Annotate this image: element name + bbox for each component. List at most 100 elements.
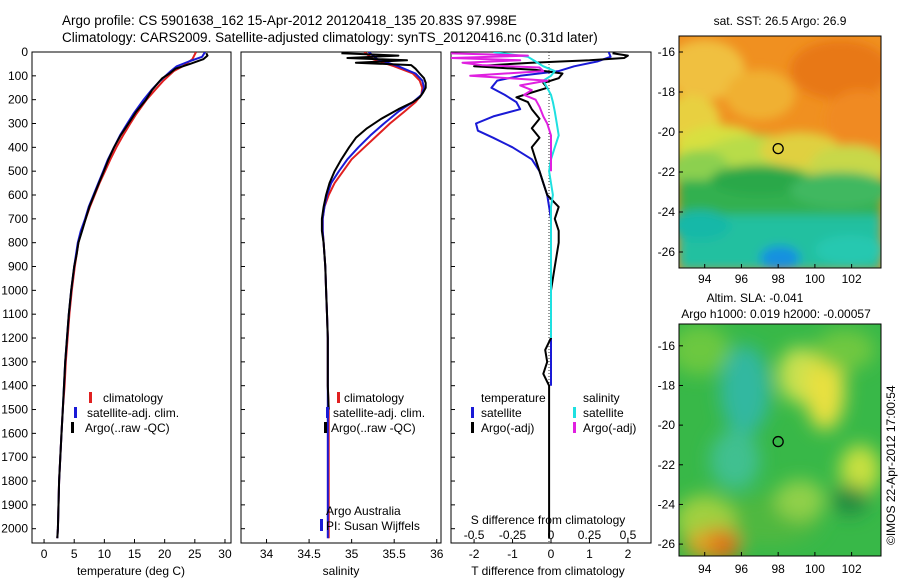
sst-map-field <box>679 36 881 268</box>
series-line-argo-adj- <box>451 52 552 172</box>
map-y-tick-label: -18 <box>658 85 676 99</box>
map-y-tick-label: -16 <box>658 45 676 59</box>
x-tick-label: -1 <box>507 547 518 561</box>
map-x-tick-label: 98 <box>771 562 785 576</box>
map-x-tick-label: 102 <box>842 272 862 286</box>
x-tick-label: 15 <box>128 547 142 561</box>
temperature-x-axis: 0 5 10 15 20 25 30 <box>41 539 232 561</box>
series-line-satellite <box>475 52 612 386</box>
legend-swatch-satellite <box>326 407 329 418</box>
depth-tick-label: 600 <box>8 188 28 202</box>
depth-tick-label: 1200 <box>1 331 28 345</box>
map-y-tick-label: -22 <box>658 165 676 179</box>
legend-swatch-sal-satellite <box>573 407 576 418</box>
legend-swatch-satellite <box>74 407 77 418</box>
salinity-x-axis: 34 34.5 35 35.5 36 <box>260 539 444 561</box>
series-line-satellite <box>493 52 560 338</box>
legend-label-climatology: climatology <box>103 391 163 405</box>
x-tick-label: 35.5 <box>383 547 407 561</box>
sla-map-axes: 94 96 98 100 102 -16 -18 -20 -22 -24 -26 <box>658 339 862 576</box>
map-y-tick-label: -26 <box>658 245 676 259</box>
legend-label-satellite: satellite-adj. clim. <box>333 406 425 420</box>
sst-map-frame <box>678 35 882 269</box>
figure-title-line2: Climatology: CARS2009. Satellite-adjuste… <box>62 30 598 45</box>
series-line-argo-adj- <box>473 52 629 539</box>
map-x-tick-label: 94 <box>698 272 712 286</box>
temperature-axis-label: temperature (deg C) <box>77 564 185 578</box>
map-y-tick-label: -16 <box>658 339 676 353</box>
depth-tick-label: 1900 <box>1 498 28 512</box>
x-top-tick-label: -0.25 <box>499 528 527 542</box>
temperature-series <box>56 52 209 539</box>
difference-series <box>451 52 629 539</box>
depth-tick-label: 100 <box>8 69 28 83</box>
map-y-tick-label: -24 <box>658 497 676 511</box>
sla-map-title-line2: Argo h1000: 0.019 h2000: -0.00057 <box>681 307 871 321</box>
depth-tick-label: 0 <box>21 45 28 59</box>
imos-timestamp: ©IMOS 22-Apr-2012 17:00:54 <box>884 385 898 545</box>
map-x-tick-label: 96 <box>735 562 749 576</box>
map-x-tick-label: 94 <box>698 562 712 576</box>
salinity-series <box>320 52 427 539</box>
x-tick-label: 0 <box>41 547 48 561</box>
x-tick-label: -2 <box>469 547 480 561</box>
legend-swatch-sal-argo <box>573 422 576 433</box>
annotation-pi: PI: Susan Wijffels <box>326 519 420 533</box>
x-tick-label: 1 <box>586 547 593 561</box>
difference-x-axis: -2 -1 0 1 2 -0.5 -0.25 0 0.25 0.5 <box>464 528 637 561</box>
x-top-tick-label: 0.25 <box>578 528 602 542</box>
temperature-panel-frame <box>31 51 232 544</box>
legend-salinity-heading: salinity <box>583 391 620 405</box>
depth-tick-label: 800 <box>8 236 28 250</box>
legend-swatch-temp-satellite <box>471 407 474 418</box>
legend-swatch-temp-argo <box>471 422 474 433</box>
temperature-legend: climatology satellite-adj. clim. Argo(..… <box>71 391 179 435</box>
depth-tick-label: 1300 <box>1 355 28 369</box>
legend-temperature-heading: temperature <box>481 391 546 405</box>
map-y-tick-label: -22 <box>658 458 676 472</box>
x-tick-label: 30 <box>218 547 232 561</box>
depth-tick-label: 1500 <box>1 403 28 417</box>
legend-label-sal-satellite: satellite <box>583 406 624 420</box>
map-y-tick-label: -20 <box>658 418 676 432</box>
depth-tick-label: 300 <box>8 117 28 131</box>
map-x-tick-label: 100 <box>805 272 825 286</box>
depth-tick-label: 1400 <box>1 379 28 393</box>
x-top-tick-label: 0 <box>548 528 555 542</box>
map-y-tick-label: -18 <box>658 378 676 392</box>
depth-tick-label: 500 <box>8 164 28 178</box>
annotation-argo-australia: Argo Australia <box>326 504 401 518</box>
map-x-tick-label: 96 <box>735 272 749 286</box>
map-x-tick-label: 100 <box>805 562 825 576</box>
map-x-tick-label: 98 <box>771 272 785 286</box>
figure-title-line1: Argo profile: CS 5901638_162 15-Apr-2012… <box>62 13 517 28</box>
x-tick-label: 35 <box>345 547 359 561</box>
depth-tick-label: 1000 <box>1 283 28 297</box>
x-tick-label: 34 <box>260 547 274 561</box>
salinity-axis-label: salinity <box>323 564 360 578</box>
salinity-panel-frame <box>240 51 442 544</box>
x-tick-label: 36 <box>430 547 444 561</box>
salinity-legend: climatology satellite-adj. clim. Argo(..… <box>320 391 425 533</box>
x-top-tick-label: 0.5 <box>620 528 637 542</box>
x-top-tick-label: -0.5 <box>464 528 485 542</box>
x-tick-label: 34.5 <box>297 547 321 561</box>
x-tick-label: 5 <box>71 547 78 561</box>
legend-label-climatology: climatology <box>344 391 404 405</box>
map-y-tick-label: -26 <box>658 537 676 551</box>
difference-legend: temperature satellite Argo(-adj) salinit… <box>471 391 636 435</box>
legend-swatch-argo <box>71 422 74 433</box>
map-y-tick-label: -20 <box>658 125 676 139</box>
legend-label-sal-argo: Argo(-adj) <box>583 421 636 435</box>
x-tick-label: 25 <box>188 547 202 561</box>
x-tick-label: 0 <box>548 547 555 561</box>
legend-label-argo: Argo(..raw -QC) <box>85 421 170 435</box>
depth-tick-label: 1100 <box>2 307 28 321</box>
depth-tick-label: 700 <box>8 212 28 226</box>
legend-label-temp-argo: Argo(-adj) <box>481 421 534 435</box>
x-tick-label: 10 <box>98 547 112 561</box>
legend-swatch-climatology <box>89 392 92 403</box>
depth-tick-label: 1800 <box>1 474 28 488</box>
difference-axis-label: T difference from climatology <box>471 564 625 578</box>
